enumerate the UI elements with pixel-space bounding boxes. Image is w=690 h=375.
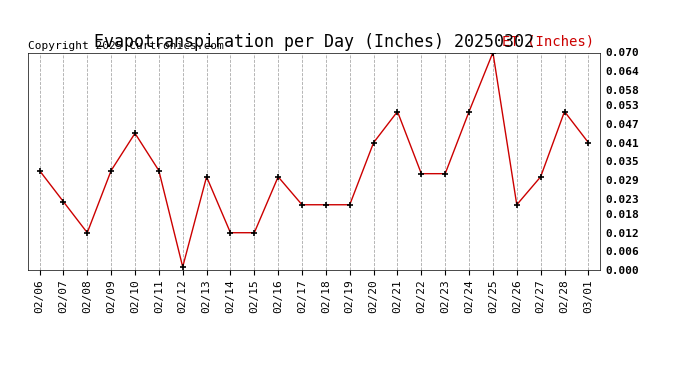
Title: Evapotranspiration per Day (Inches) 20250302: Evapotranspiration per Day (Inches) 2025… — [94, 33, 534, 51]
Text: ET (Inches): ET (Inches) — [502, 34, 595, 48]
Text: Copyright 2025 Curtronics.com: Copyright 2025 Curtronics.com — [28, 41, 224, 51]
